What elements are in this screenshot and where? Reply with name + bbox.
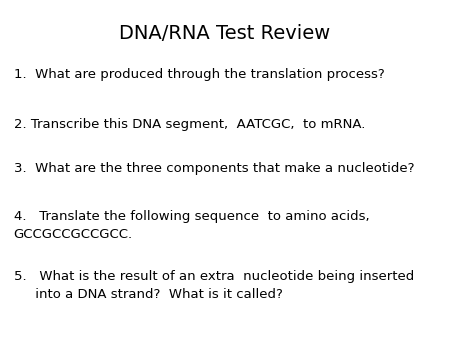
Text: 1.  What are produced through the translation process?: 1. What are produced through the transla… — [14, 68, 384, 80]
Text: 5.   What is the result of an extra  nucleotide being inserted
     into a DNA s: 5. What is the result of an extra nucleo… — [14, 270, 414, 301]
Text: DNA/RNA Test Review: DNA/RNA Test Review — [119, 24, 331, 43]
Text: 3.  What are the three components that make a nucleotide?: 3. What are the three components that ma… — [14, 162, 414, 175]
Text: 2. Transcribe this DNA segment,  AATCGC,  to mRNA.: 2. Transcribe this DNA segment, AATCGC, … — [14, 118, 365, 131]
Text: 4.   Translate the following sequence  to amino acids,
GCCGCCGCCGCC.: 4. Translate the following sequence to a… — [14, 210, 369, 241]
